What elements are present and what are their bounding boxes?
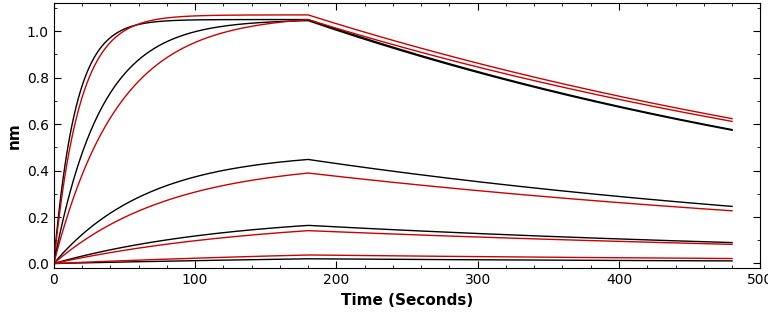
Y-axis label: nm: nm (6, 122, 22, 149)
X-axis label: Time (Seconds): Time (Seconds) (341, 293, 473, 308)
